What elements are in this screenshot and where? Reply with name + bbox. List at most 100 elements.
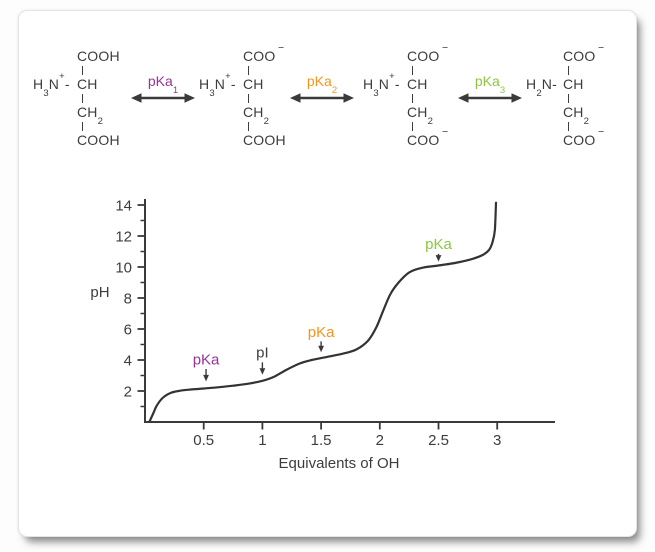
charge: −	[278, 41, 285, 54]
axes	[144, 199, 555, 423]
double-headed-arrow-icon	[290, 93, 354, 103]
subscript: 3	[373, 87, 379, 99]
double-headed-arrow-icon	[131, 93, 195, 103]
alpha-carbon: CH	[563, 76, 584, 92]
amino-group: H2N-	[526, 76, 557, 99]
bond-dash: -	[394, 76, 400, 92]
annotation-arrowhead-1	[203, 374, 209, 382]
amino-group: H3N+-	[33, 72, 70, 98]
pka1-label: pKa1	[147, 73, 179, 96]
bond-line	[247, 66, 250, 75]
annotation-label-4: pKa	[425, 236, 452, 253]
structure-net-charge-minus1: H3N+- COO− CH CH2 COO−	[363, 41, 449, 149]
amino-group: H3N+-	[363, 70, 400, 99]
carbon-chain: COO− CH CH2 COOH	[243, 41, 288, 148]
bond-line	[567, 66, 570, 75]
bond-dash: -	[64, 76, 70, 92]
x-tick-label: 0.5	[193, 432, 214, 449]
subscript: 3	[209, 87, 215, 99]
y-tick-label: 12	[115, 228, 132, 245]
carbon-chain: COO− CH CH2 COO−	[407, 41, 449, 148]
y-tick-label: 4	[124, 352, 132, 369]
annotation-label-3: pKa	[308, 324, 335, 341]
bond-line	[247, 94, 250, 103]
carbon-chain: COO− CH CH2 COO−	[563, 41, 605, 148]
structure-net-charge-0: H3N+- COO− CH CH2 COOH	[199, 41, 288, 149]
subscript: 2	[331, 84, 338, 96]
pka2-label: pKa2	[306, 73, 338, 96]
annotation-arrowhead-2	[259, 368, 266, 375]
y-tick-label: 8	[124, 290, 132, 307]
charge: +	[59, 70, 65, 82]
charge: −	[442, 41, 449, 54]
y-axis-label: pH	[90, 284, 109, 301]
subscript: 2	[536, 87, 542, 99]
subscript: 2	[583, 115, 590, 127]
ionization-scheme: H3N+- COOH CH CH2 COOH pKa1 H3N+-	[19, 41, 636, 159]
bond-line	[567, 94, 570, 103]
bond-dash: -	[230, 76, 236, 92]
charge: −	[442, 125, 449, 138]
alpha-carbon: CH	[77, 76, 98, 92]
charge: +	[225, 70, 231, 82]
alpha-carboxylate: COO−	[243, 41, 285, 64]
subscript: 3	[499, 84, 506, 96]
alpha-carboxyl: COOH	[77, 48, 120, 64]
double-headed-arrow-icon	[458, 93, 522, 103]
structure-fully-protonated: H3N+- COOH CH CH2 COOH	[33, 49, 122, 149]
annotation-arrowhead-3	[318, 345, 324, 353]
bond-line	[247, 122, 250, 131]
figure-card: H3N+- COOH CH CH2 COOH pKa1 H3N+-	[18, 10, 637, 537]
side-carboxylate: COO−	[563, 125, 605, 148]
annotation-label-2: pI	[256, 345, 269, 362]
bond-line	[81, 94, 84, 103]
charge: −	[598, 125, 605, 138]
side-carboxyl: COOH	[77, 132, 120, 148]
charge: +	[389, 70, 395, 82]
bond-dash: -	[552, 76, 557, 92]
subscript: 3	[43, 87, 49, 99]
annotation-label-1: pKa	[193, 352, 220, 369]
amino-group: H3N+-	[199, 70, 236, 99]
carbon-chain: COOH CH CH2 COOH	[77, 49, 122, 148]
side-carboxyl: COOH	[243, 132, 286, 148]
bond-line	[411, 122, 414, 131]
pka3-label: pKa3	[474, 73, 506, 96]
methylene: CH2	[77, 104, 104, 127]
subscript: 2	[97, 115, 104, 127]
x-tick-label: 1.5	[311, 432, 332, 449]
equilibrium-arrow-1: pKa1	[131, 73, 195, 104]
alpha-carbon: CH	[243, 76, 264, 92]
alpha-carboxylate: COO−	[407, 41, 449, 64]
methylene: CH2	[407, 104, 434, 127]
bond-line	[411, 94, 414, 103]
x-tick-label: 2	[376, 432, 384, 449]
x-axis-label: Equivalents of OH	[279, 455, 400, 472]
titration-chart: pH Equivalents of OH 2 4 6 8 10 12 14 0.5 1 1.5 2 2…	[75, 197, 575, 482]
bond-line	[81, 66, 84, 75]
methylene: CH2	[563, 104, 590, 127]
y-tick-label: 10	[115, 259, 132, 276]
y-tick-label: 14	[115, 197, 132, 214]
x-tick-label: 2.5	[428, 432, 449, 449]
bond-line	[81, 122, 84, 131]
atom-label: N	[48, 76, 60, 92]
charge: −	[598, 41, 605, 54]
atom-label: H	[33, 76, 44, 92]
titration-curve-plot: pH Equivalents of OH 2 4 6 8 10 12 14 0.5 1 1.5 2 2…	[90, 197, 555, 472]
x-tick-label: 1	[258, 432, 266, 449]
equilibrium-arrow-3: pKa3	[458, 73, 522, 104]
annotation-arrowhead-4	[435, 255, 442, 262]
y-tick-label: 6	[124, 321, 132, 338]
titration-curve	[148, 201, 498, 423]
x-tick-label: 3	[493, 432, 501, 449]
bond-line	[567, 122, 570, 131]
subscript: 2	[263, 115, 270, 127]
subscript: 1	[172, 84, 179, 96]
bond-line	[411, 66, 414, 75]
methylene: CH2	[243, 104, 270, 127]
alpha-carboxylate: COO−	[563, 41, 605, 64]
equilibrium-arrow-2: pKa2	[290, 73, 354, 104]
subscript: 2	[427, 115, 434, 127]
